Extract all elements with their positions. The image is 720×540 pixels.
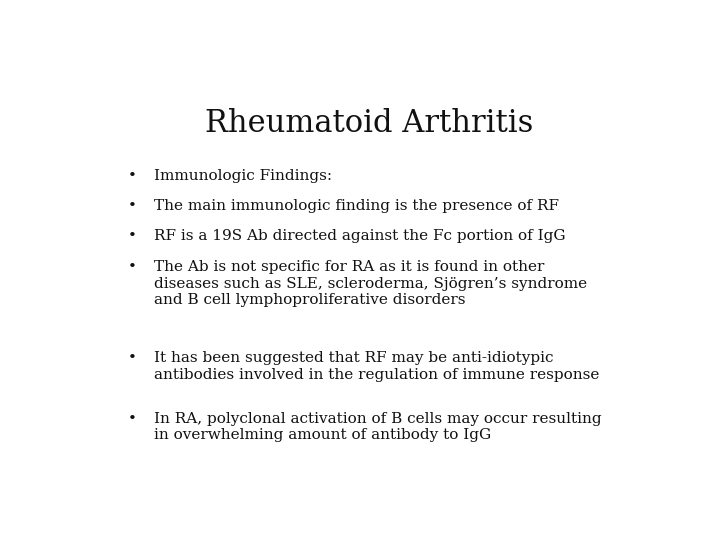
Text: •: • <box>127 199 136 213</box>
Text: •: • <box>127 351 136 365</box>
Text: RF is a 19S Ab directed against the Fc portion of IgG: RF is a 19S Ab directed against the Fc p… <box>154 230 566 244</box>
Text: •: • <box>127 260 136 274</box>
Text: The main immunologic finding is the presence of RF: The main immunologic finding is the pres… <box>154 199 559 213</box>
Text: The Ab is not specific for RA as it is found in other
diseases such as SLE, scle: The Ab is not specific for RA as it is f… <box>154 260 588 307</box>
Text: •: • <box>127 168 136 183</box>
Text: It has been suggested that RF may be anti-idiotypic
antibodies involved in the r: It has been suggested that RF may be ant… <box>154 351 600 382</box>
Text: •: • <box>127 411 136 426</box>
Text: Immunologic Findings:: Immunologic Findings: <box>154 168 333 183</box>
Text: In RA, polyclonal activation of B cells may occur resulting
in overwhelming amou: In RA, polyclonal activation of B cells … <box>154 411 602 442</box>
Text: Rheumatoid Arthritis: Rheumatoid Arthritis <box>204 109 534 139</box>
Text: •: • <box>127 230 136 244</box>
